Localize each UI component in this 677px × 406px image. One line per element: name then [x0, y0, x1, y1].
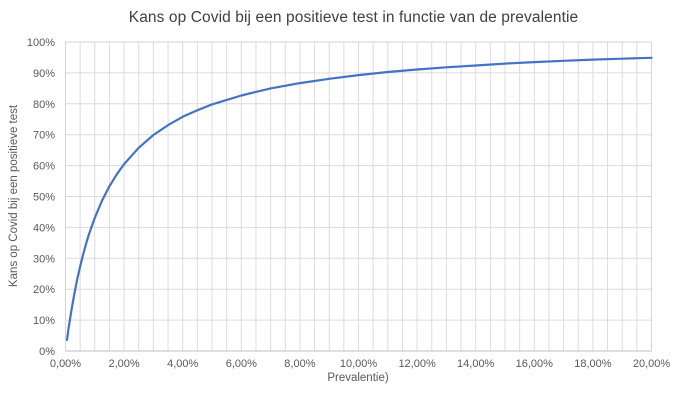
x-tick-label: 12,00%	[398, 358, 436, 370]
y-tick-label: 30%	[33, 253, 55, 265]
x-tick-label: 8,00%	[284, 358, 315, 370]
chart-title: Kans op Covid bij een positieve test in …	[128, 9, 579, 26]
y-tick-label: 20%	[33, 284, 55, 296]
series-line	[65, 56, 653, 341]
x-tick-label: 10,00%	[340, 358, 378, 370]
y-tick-label: 100%	[27, 37, 55, 49]
x-tick-label: 14,00%	[457, 358, 495, 370]
y-tick-label: 40%	[33, 222, 55, 234]
x-axis-title: Prevalentie)	[327, 372, 389, 384]
y-tick-label: 90%	[33, 68, 55, 80]
x-tick-label: 2,00%	[108, 358, 139, 370]
x-tick-label: 4,00%	[167, 358, 198, 370]
y-tick-label: 70%	[33, 130, 55, 142]
x-tick-label: 6,00%	[226, 358, 257, 370]
x-tick-label: 16,00%	[516, 358, 554, 370]
x-tick-label: 0,00%	[50, 358, 81, 370]
y-tick-label: 50%	[33, 192, 55, 204]
x-tick-label: 20,00%	[633, 358, 671, 370]
x-tick-label: 18,00%	[574, 358, 612, 370]
y-tick-label: 0%	[39, 346, 55, 358]
y-tick-label: 10%	[33, 315, 55, 327]
y-tick-label: 60%	[33, 161, 55, 173]
y-tick-label: 80%	[33, 99, 55, 111]
